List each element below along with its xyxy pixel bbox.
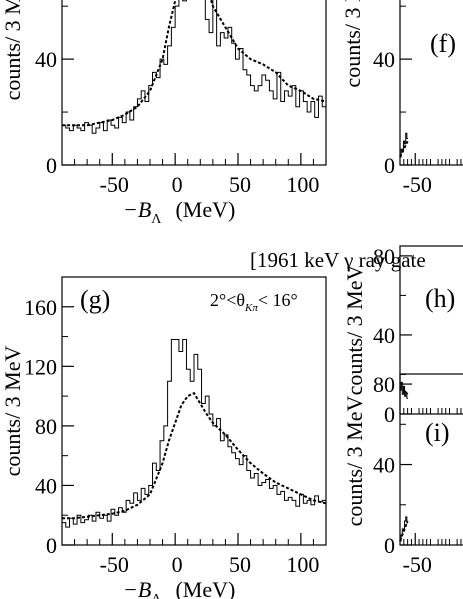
y-axis-label: counts/ 3 M: [340, 0, 365, 88]
plot-frame: [399, 0, 463, 166]
x-axis-label: −BΛ(MeV): [123, 197, 235, 227]
simulation-curve: [399, 520, 409, 542]
y-axis-label: counts/ 3 MeV: [0, 0, 25, 100]
panel-label: (f): [430, 29, 456, 58]
y-tick-label: 0: [46, 153, 57, 178]
panel-label: (i): [425, 418, 450, 447]
x-tick-label: -50: [100, 172, 129, 197]
panel-label: (g): [80, 285, 110, 314]
histogram-series: [62, 0, 326, 134]
x-tick-label: -50: [100, 552, 129, 577]
plot-frame: [61, 0, 327, 166]
x-tick-label: 100: [286, 552, 319, 577]
histogram-series: [400, 132, 408, 158]
plot-frame: [61, 276, 327, 546]
x-tick-label: 0: [172, 552, 183, 577]
y-tick-label: 0: [384, 533, 395, 558]
y-tick-label: 80: [35, 414, 57, 439]
simulation-curve: [62, 391, 327, 520]
simulation-curve: [62, 0, 327, 127]
x-tick-label: -50: [403, 552, 432, 577]
x-tick-label: 50: [229, 552, 251, 577]
x-tick-label: 0: [172, 172, 183, 197]
y-tick-label: 80: [373, 244, 395, 269]
plot-frame: [399, 373, 463, 546]
x-tick-label: -50: [403, 172, 432, 197]
y-axis-label: counts/ 3 MeV: [0, 346, 25, 477]
histogram-series: [62, 339, 326, 528]
y-tick-label: 120: [24, 354, 57, 379]
panel-i: 0 40 80 -50 counts/ 3 MeV (i): [342, 372, 463, 577]
y-tick-label: 40: [35, 47, 57, 72]
y-tick-label: 0: [384, 402, 395, 427]
y-tick-label: 80: [373, 372, 395, 397]
plot-frame: [399, 245, 463, 415]
panel-label: (h): [425, 284, 455, 313]
y-tick-label: 40: [373, 323, 395, 348]
angle-range-annotation: 2°<θKπ< 16°: [210, 290, 298, 314]
y-tick-label: 160: [24, 295, 57, 320]
y-tick-label: 40: [373, 453, 395, 478]
y-axis-label: counts/ 3 MeV: [342, 265, 367, 396]
simulation-curve: [399, 385, 409, 395]
panel-f: 0 40 -50 counts/ 3 M (f): [340, 0, 463, 197]
y-tick-label: 40: [373, 47, 395, 72]
y-tick-label: 0: [46, 533, 57, 558]
y-axis-label: counts/ 3 MeV: [342, 396, 367, 527]
x-axis-label: −BΛ(MeV): [123, 577, 235, 599]
y-tick-label: 0: [384, 153, 395, 178]
simulation-curve: [399, 140, 409, 158]
gate-banner: [1961 keV γ ray gate: [250, 248, 426, 272]
x-tick-label: 50: [229, 172, 251, 197]
x-tick-label: 100: [286, 172, 319, 197]
y-tick-label: 40: [35, 473, 57, 498]
panel-g: 0 40 80 120 160 -50 0 50 100 counts/ 3 MeV −BΛ(MeV…: [0, 276, 327, 599]
histogram-series: [400, 381, 408, 399]
